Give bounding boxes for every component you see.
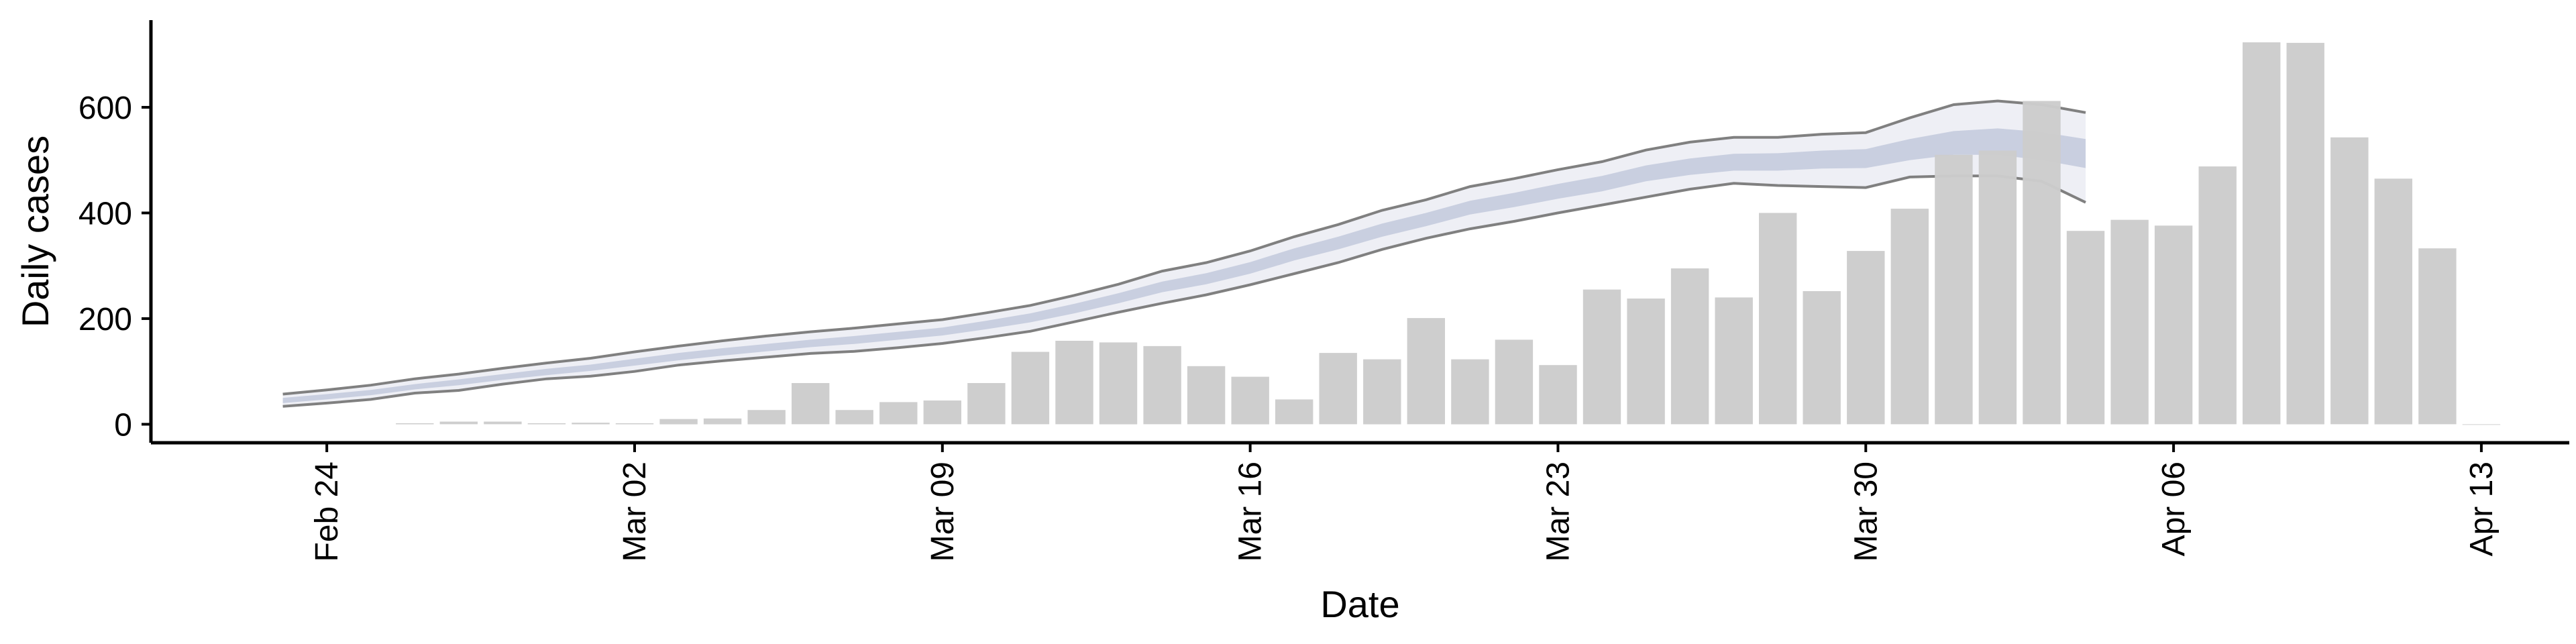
bar xyxy=(2374,178,2412,425)
bar xyxy=(659,419,698,425)
bar xyxy=(2066,231,2105,425)
bar xyxy=(1582,289,1621,425)
y-tick-label: 200 xyxy=(78,302,132,337)
bar xyxy=(1231,376,1269,425)
y-tick-label: 600 xyxy=(78,91,132,126)
bar xyxy=(792,383,830,425)
bar xyxy=(439,421,478,425)
bar xyxy=(879,402,918,425)
bar xyxy=(1803,291,1841,425)
bar xyxy=(2418,248,2457,425)
bar xyxy=(1627,299,1665,425)
bar xyxy=(1275,399,1313,425)
bar xyxy=(1011,352,1050,425)
bar xyxy=(1099,342,1138,425)
x-tick-label: Mar 16 xyxy=(1233,462,1269,561)
bar xyxy=(2110,219,2149,425)
bar xyxy=(2286,42,2324,425)
bar xyxy=(1187,366,1226,425)
bar xyxy=(2243,42,2281,425)
tick-layer: 0 200 400 600 Feb 24 Mar 02 Mar 09 Mar 16 Mar 23… xyxy=(78,91,2500,562)
bar xyxy=(1847,251,1885,425)
x-tick-label: Mar 02 xyxy=(617,462,653,561)
bar xyxy=(2023,101,2061,425)
estimate-upper-line xyxy=(282,99,2086,396)
bar xyxy=(1363,359,1401,425)
bar xyxy=(2198,166,2237,425)
estimate-band-layer xyxy=(282,99,2086,408)
x-tick-label: Mar 23 xyxy=(1540,462,1576,561)
bar xyxy=(484,421,522,425)
bar xyxy=(1890,209,1929,425)
bar xyxy=(1143,345,1181,425)
bar xyxy=(703,418,742,425)
x-tick-label: Apr 06 xyxy=(2156,462,2192,556)
bar xyxy=(2154,225,2193,425)
x-tick-label: Mar 30 xyxy=(1848,462,1884,561)
estimate-band-inner xyxy=(282,128,2086,403)
bar xyxy=(527,423,566,425)
x-tick-label: Mar 09 xyxy=(925,462,961,561)
x-tick-label: Feb 24 xyxy=(309,462,345,561)
bar xyxy=(1759,213,1797,425)
bar xyxy=(835,410,873,425)
y-tick-label: 0 xyxy=(114,407,132,443)
bar xyxy=(1055,341,1093,425)
bar xyxy=(1495,339,1534,425)
bar xyxy=(1451,359,1489,425)
bar xyxy=(1935,154,1973,425)
bar xyxy=(2330,137,2369,425)
bar xyxy=(1319,353,1357,425)
axes xyxy=(149,20,2569,445)
bar xyxy=(396,423,434,425)
bar xyxy=(1715,297,1753,425)
bar xyxy=(1670,268,1709,425)
bar xyxy=(2462,424,2501,425)
bar xyxy=(923,400,961,425)
estimate-lower-line xyxy=(282,174,2086,408)
bar xyxy=(747,410,786,425)
bar xyxy=(1539,365,1577,425)
bar xyxy=(1407,318,1445,425)
y-axis-label: Daily cases xyxy=(14,136,56,327)
x-tick-label: Apr 13 xyxy=(2464,462,2500,556)
x-axis-label: Date xyxy=(1320,583,1399,625)
bar xyxy=(1978,150,2017,425)
bar xyxy=(572,423,610,425)
bar xyxy=(615,423,654,425)
bar xyxy=(967,383,1006,425)
y-tick-label: 400 xyxy=(78,196,132,231)
bar-series-layer xyxy=(396,42,2501,425)
